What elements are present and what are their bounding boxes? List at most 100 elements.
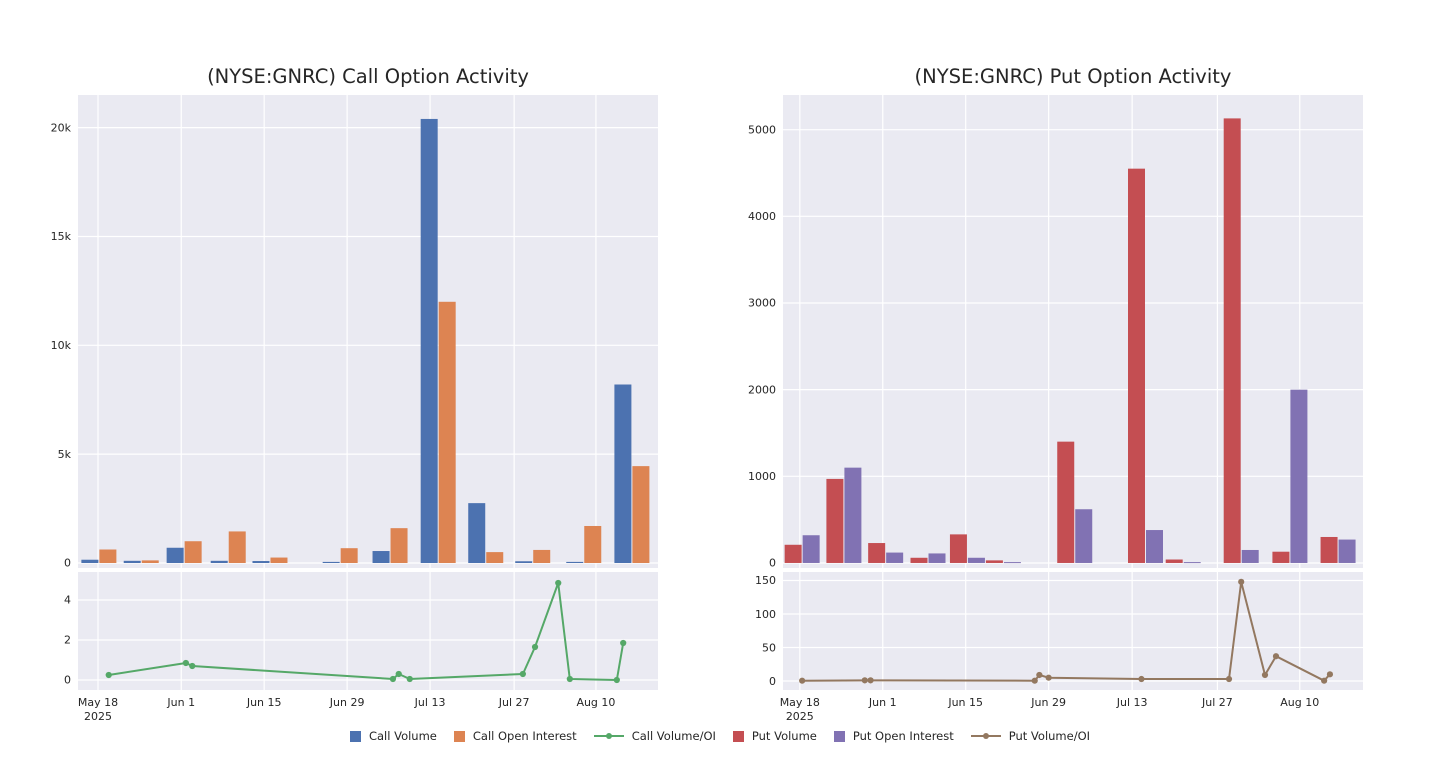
call-y-tick-label: 5k — [58, 448, 72, 461]
put-sub-y-tick-label: 150 — [755, 574, 776, 587]
put-volume-bar — [826, 478, 844, 563]
call-open-interest-bar — [340, 548, 358, 563]
put-volume-bar — [1223, 118, 1241, 563]
put-y-tick-label: 2000 — [748, 383, 776, 396]
put-volume-oi-line-swatch-icon — [970, 731, 1001, 742]
call-ratio-line-marker — [182, 659, 189, 667]
legend-label: Put Volume/OI — [1008, 729, 1091, 743]
put-volume-bar — [1320, 536, 1338, 563]
call-open-interest-bar — [486, 552, 504, 563]
legend-label: Put Open Interest — [852, 729, 954, 743]
call-x-tick-label: Jun 29 — [329, 696, 365, 709]
put-x-tick-year-label: 2025 — [786, 710, 814, 723]
put-chart-title: (NYSE:GNRC) Put Option Activity — [914, 65, 1232, 88]
put-ratio-line-marker — [1031, 677, 1038, 684]
call-volume-bar — [322, 561, 340, 563]
put-open-interest-bar — [1241, 549, 1259, 563]
call-volume-oi-line-swatch-icon — [593, 731, 624, 742]
put-ratio-line-marker — [867, 677, 874, 684]
legend-item-put-open-interest: Put Open Interest — [833, 729, 954, 743]
legend-item-call-open-interest: Call Open Interest — [453, 729, 577, 743]
put-open-interest-bar — [886, 552, 904, 563]
call-x-tick-label: Jul 13 — [414, 696, 446, 709]
put-chart: 0 1000 2000 3000 4000 5000 0 50 100 150 May 182025… — [748, 95, 1363, 723]
call-chart-title: (NYSE:GNRC) Call Option Activity — [207, 65, 529, 88]
call-ratio-line-marker — [555, 579, 562, 587]
put-open-interest-swatch-icon — [833, 730, 845, 742]
call-ratio-line-marker — [613, 676, 620, 684]
put-sub-y-tick-label: 50 — [762, 641, 776, 654]
call-volume-bar — [420, 118, 438, 563]
put-volume-swatch-icon — [732, 730, 744, 742]
call-ratio-line-marker — [519, 670, 526, 678]
put-volume-bar — [1272, 551, 1290, 563]
put-open-interest-bar — [967, 557, 985, 563]
call-sub-y-tick-label: 2 — [64, 634, 71, 647]
put-ratio-line-marker — [1321, 677, 1328, 684]
legend-label: Call Volume/OI — [631, 729, 716, 743]
call-y-tick-label: 20k — [51, 121, 72, 134]
call-x-tick-label: Jun 1 — [166, 696, 195, 709]
call-x-tick-label: Jul 27 — [498, 696, 530, 709]
put-ratio-line-marker — [1225, 675, 1233, 683]
put-y-tick-label: 5000 — [748, 123, 776, 136]
put-open-interest-bar — [1183, 562, 1201, 564]
call-sub-y-tick-label: 0 — [64, 674, 71, 687]
call-ratio-line-marker — [389, 675, 397, 683]
put-y-tick-label: 4000 — [748, 210, 776, 223]
call-volume-bar — [123, 560, 141, 563]
put-volume-bar — [1165, 559, 1183, 563]
call-x-tick-label: May 18 — [78, 696, 118, 709]
call-ratio-line-marker — [620, 639, 627, 647]
legend-item-call-volume-oi: Call Volume/OI — [593, 729, 716, 743]
legend-label: Call Volume — [368, 729, 437, 743]
put-sub-y-tick-label: 100 — [755, 608, 776, 621]
legend-item-put-volume-oi: Put Volume/OI — [970, 729, 1091, 743]
call-open-interest-bar — [184, 541, 202, 563]
put-x-tick-label: May 18 — [780, 696, 820, 709]
put-volume-bar — [784, 544, 802, 563]
put-volume-bar — [1128, 168, 1145, 563]
put-ratio-line-marker — [861, 677, 868, 684]
call-volume-bar — [468, 503, 486, 563]
call-volume-bar — [614, 384, 632, 563]
call-volume-bar — [166, 547, 184, 563]
call-open-interest-bar — [270, 557, 288, 563]
legend-label: Call Open Interest — [472, 729, 577, 743]
call-ratio-line-marker — [566, 675, 573, 683]
put-ratio-line-marker — [1272, 653, 1280, 660]
legend-label: Put Volume — [751, 729, 817, 743]
call-ratio-line-marker — [531, 643, 539, 651]
call-volume-bar — [81, 559, 99, 563]
call-y-tick-label: 15k — [51, 230, 72, 243]
put-sub-plot-area — [783, 572, 1363, 690]
put-volume-bar — [1057, 441, 1075, 563]
put-x-tick-label: Aug 10 — [1280, 696, 1319, 709]
put-ratio-line-marker — [799, 677, 806, 684]
call-y-tick-label: 10k — [51, 339, 72, 352]
put-x-tick-label: Jul 27 — [1201, 696, 1233, 709]
put-open-interest-bar — [1075, 509, 1093, 563]
put-ratio-line-marker — [1261, 671, 1269, 679]
call-volume-bar — [372, 551, 390, 563]
call-x-tick-year-label: 2025 — [84, 710, 112, 723]
call-open-interest-swatch-icon — [453, 730, 465, 742]
chart-legend: Call Volume Call Open Interest Call Volu… — [0, 725, 1440, 747]
put-open-interest-bar — [928, 553, 946, 563]
put-y-tick-label: 0 — [769, 557, 776, 570]
put-ratio-line-marker — [1238, 578, 1245, 585]
call-x-tick-label: Aug 10 — [576, 696, 615, 709]
call-volume-bar — [515, 561, 533, 563]
put-open-interest-bar — [1003, 562, 1021, 564]
put-volume-bar — [868, 543, 886, 563]
call-main-plot-area — [78, 95, 658, 568]
call-x-tick-label: Jun 15 — [246, 696, 282, 709]
put-volume-bar — [949, 534, 967, 563]
put-y-tick-label: 1000 — [748, 470, 776, 483]
put-open-interest-bar — [1290, 389, 1308, 563]
put-ratio-line-marker — [1326, 671, 1334, 678]
put-open-interest-bar — [802, 535, 820, 563]
put-ratio-line-marker — [1045, 674, 1052, 681]
put-volume-bar — [910, 557, 928, 563]
